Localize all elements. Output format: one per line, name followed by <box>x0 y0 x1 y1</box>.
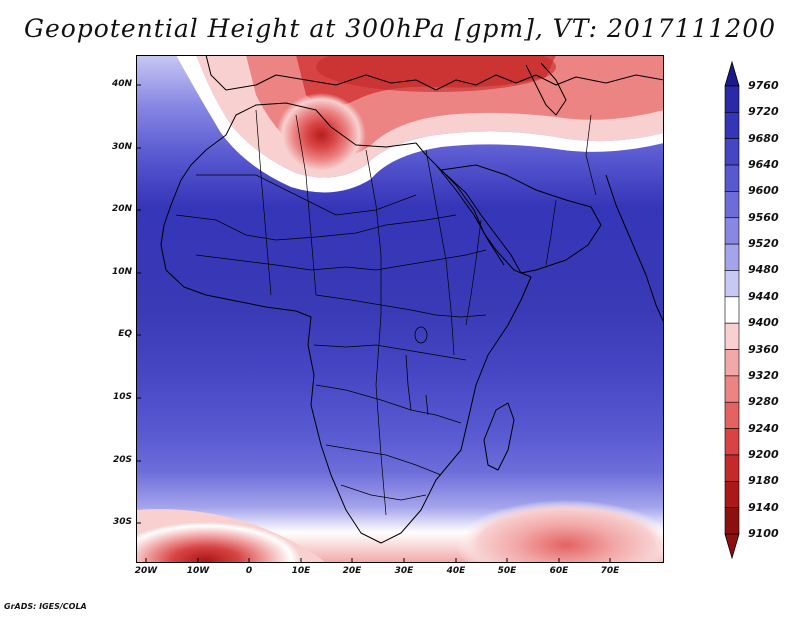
colorbar-box <box>724 401 740 429</box>
colorbar-level-label: 9140 <box>748 500 779 514</box>
colorbar-level-label: 9680 <box>748 131 779 145</box>
colorbar-box <box>724 217 740 245</box>
colorbar-level-label: 9720 <box>748 105 779 119</box>
grads-credit: GrADS: IGES/COLA <box>4 602 87 611</box>
lat-label: 20S <box>112 455 132 465</box>
lon-label: 20W <box>134 566 158 576</box>
country-borders <box>175 109 597 516</box>
colorbar-level-label: 9520 <box>748 237 779 251</box>
colorbar-top-arrow <box>724 60 740 87</box>
page-title: Geopotential Height at 300hPa [gpm], VT:… <box>23 14 777 43</box>
map-field <box>136 55 664 563</box>
lon-label: 0 <box>245 566 253 576</box>
lat-label: EQ <box>118 329 132 339</box>
lat-label: 30N <box>111 142 132 152</box>
lake-victoria <box>414 326 428 344</box>
colorbar-bottom-arrow <box>724 533 740 560</box>
lat-label: 10N <box>111 267 132 277</box>
red-sea-coast <box>435 164 505 266</box>
mediterranean-low <box>316 55 556 92</box>
coastlines <box>160 55 664 544</box>
colorbar-level-label: 9640 <box>748 158 779 172</box>
colorbar-level-label: 9600 <box>748 184 779 198</box>
lon-label: 40E <box>446 566 466 576</box>
colorbar-level-label: 9240 <box>748 421 779 435</box>
colorbar-level-label: 9100 <box>748 527 779 540</box>
colorbar-box <box>724 480 740 508</box>
colorbar-level-label: 9180 <box>748 474 779 488</box>
colorbar-box <box>724 296 740 324</box>
north-africa-low <box>276 93 366 177</box>
colorbar-box <box>724 85 740 113</box>
colorbar-box <box>724 270 740 298</box>
colorbar-level-label: 9400 <box>748 316 779 330</box>
colorbar-box <box>724 454 740 482</box>
colorbar-level-label: 9480 <box>748 263 779 277</box>
colorbar-box <box>724 322 740 350</box>
colorbar-box <box>724 191 740 219</box>
colorbar-level-label: 9560 <box>748 210 779 224</box>
lon-label: 60E <box>549 566 569 576</box>
colorbar-box <box>724 349 740 377</box>
lon-label: 50E <box>497 566 517 576</box>
colorbar-level-label: 9360 <box>748 342 779 356</box>
colorbar <box>724 60 740 560</box>
lat-label: 40N <box>111 79 132 89</box>
africa-coastline <box>160 102 532 544</box>
lake-malawi <box>425 394 429 416</box>
lat-label: 10S <box>112 392 132 402</box>
lake-tanganyika <box>405 354 412 411</box>
colorbar-level-label: 9760 <box>748 79 779 92</box>
colorbar-box <box>724 164 740 192</box>
south-atlantic-low <box>136 522 301 563</box>
map-frame <box>136 55 664 563</box>
colorbar-level-label: 9200 <box>748 447 779 461</box>
axis-ticks <box>136 84 611 563</box>
lon-label: 10W <box>186 566 210 576</box>
colorbar-box <box>724 243 740 271</box>
colorbar-box <box>724 112 740 140</box>
lon-label: 20E <box>342 566 362 576</box>
lat-label: 30S <box>112 517 132 527</box>
colorbar-box <box>724 375 740 403</box>
madagascar-coast <box>483 402 515 471</box>
caspian-coast <box>525 62 567 116</box>
colorbar-level-label: 9280 <box>748 395 779 409</box>
lakes <box>405 326 429 416</box>
india-coast <box>605 174 664 324</box>
europe-coast <box>205 55 664 91</box>
arabia-coast <box>440 164 602 274</box>
lon-label: 70E <box>600 566 620 576</box>
colorbar-box <box>724 507 740 535</box>
colorbar-level-label: 9320 <box>748 368 779 382</box>
indian-ocean-low <box>456 500 664 563</box>
lon-label: 30E <box>394 566 414 576</box>
lon-label: 10E <box>291 566 311 576</box>
colorbar-box <box>724 138 740 166</box>
lat-label: 20N <box>111 204 132 214</box>
colorbar-level-label: 9440 <box>748 289 779 303</box>
map-panel <box>136 55 664 563</box>
colorbar-box <box>724 428 740 456</box>
